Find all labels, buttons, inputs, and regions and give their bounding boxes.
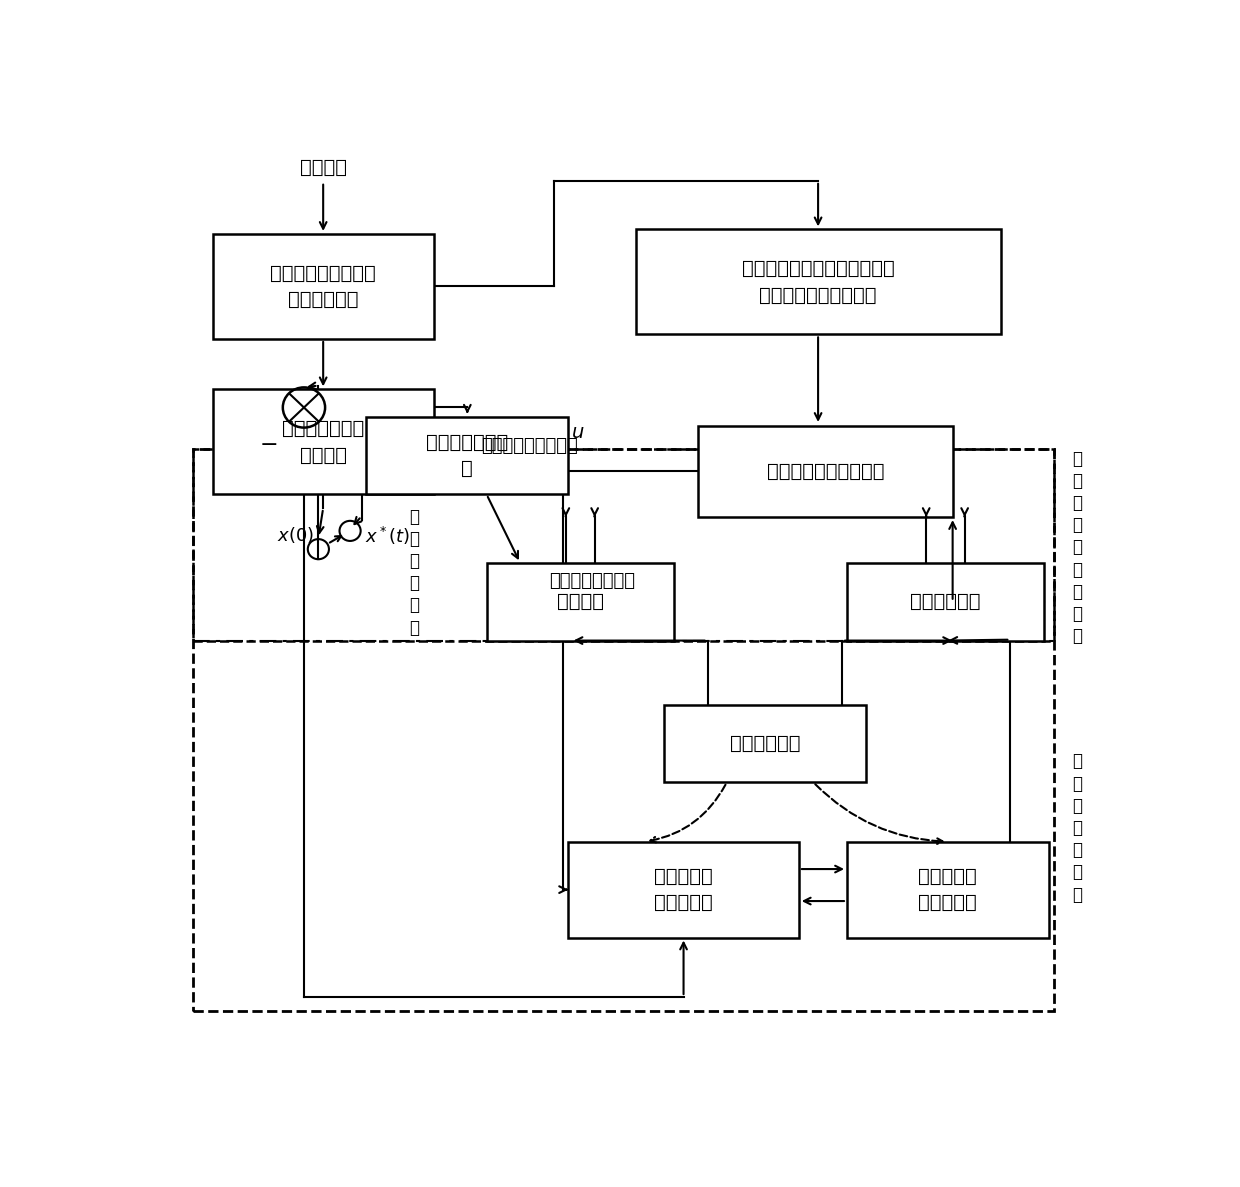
Text: $x(0)$: $x(0)$ — [277, 526, 314, 546]
Text: 环境调节执行机
构: 环境调节执行机 构 — [427, 433, 508, 478]
Text: 生产条件约束（生产周期等）
环境变量等的约束条件: 生产条件约束（生产周期等） 环境变量等的约束条件 — [742, 259, 894, 305]
Bar — [665, 705, 866, 782]
Text: 温室内部环
境动态模型: 温室内部环 境动态模型 — [655, 867, 713, 913]
Text: 能耗模型: 能耗模型 — [557, 592, 604, 611]
Text: 生
产
过
程
控
制
层: 生 产 过 程 控 制 层 — [1073, 753, 1083, 903]
Text: 作物产量模型: 作物产量模型 — [910, 592, 981, 611]
Text: 开
环
控
制
目
标
优
化
层: 开 环 控 制 目 标 优 化 层 — [1073, 450, 1083, 646]
Bar — [213, 389, 434, 494]
Text: $u$: $u$ — [572, 423, 584, 442]
Text: 环境状态输出反馈: 环境状态输出反馈 — [549, 572, 635, 590]
Text: 温室内部作
物生长模型: 温室内部作 物生长模型 — [919, 867, 977, 913]
Bar — [568, 842, 799, 938]
Bar — [367, 417, 568, 494]
Text: 温室作物生产管理计
算机辅助系统: 温室作物生产管理计 算机辅助系统 — [270, 264, 376, 309]
Bar — [635, 229, 1001, 335]
Text: 作物品种: 作物品种 — [300, 158, 347, 177]
Text: 环
境
监
控
调
节: 环 境 监 控 调 节 — [409, 508, 419, 636]
Text: $x^*(t)$: $x^*(t)$ — [366, 525, 410, 546]
Text: 经济效益目标函数优化: 经济效益目标函数优化 — [766, 462, 884, 481]
Bar — [847, 563, 1044, 641]
Bar — [193, 449, 1054, 1011]
Text: 外部气候环境: 外部气候环境 — [730, 734, 801, 753]
Bar — [698, 426, 952, 518]
Text: −: − — [259, 434, 278, 455]
Text: 温室环境参数目标值: 温室环境参数目标值 — [481, 437, 578, 455]
Bar — [486, 563, 675, 641]
Text: 环境控制目标初
始设定值: 环境控制目标初 始设定值 — [281, 419, 365, 464]
Bar — [213, 234, 434, 339]
Bar — [847, 842, 1049, 938]
Bar — [193, 449, 1054, 641]
